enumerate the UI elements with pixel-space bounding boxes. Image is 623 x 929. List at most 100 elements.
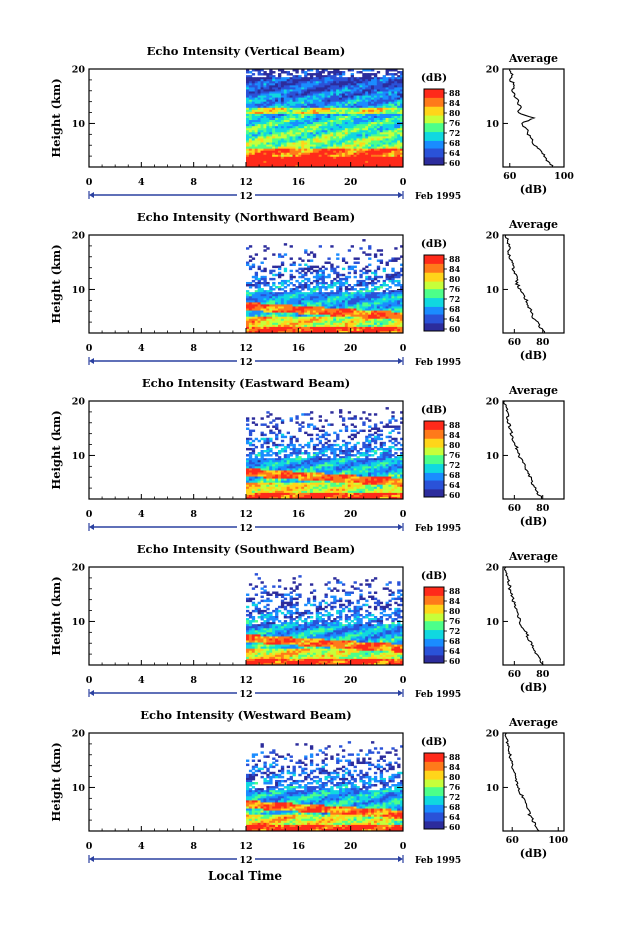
heat-cell: [312, 87, 317, 90]
heat-cell: [251, 99, 256, 103]
heat-cell: [246, 314, 250, 318]
heat-cell: [350, 89, 354, 92]
heat-cell: [289, 294, 293, 297]
heat-cell: [344, 122, 349, 125]
heat-cell: [272, 152, 276, 156]
heat-cell: [286, 142, 291, 145]
heat-cell: [356, 107, 360, 111]
heat-cell: [280, 318, 285, 322]
colorbar-swatch: [424, 113, 444, 115]
heat-cell: [365, 312, 369, 316]
heat-cell: [298, 275, 302, 279]
heat-cell: [309, 89, 314, 92]
avg-profile-line: [504, 234, 546, 334]
heat-cell: [347, 132, 352, 135]
heat-cell: [263, 308, 267, 311]
heat-cell: [365, 134, 369, 137]
heat-cell: [333, 284, 337, 287]
heat-cell: [307, 279, 311, 283]
heat-cell: [277, 288, 282, 291]
heat-cell: [292, 470, 296, 473]
heat-cell: [356, 118, 360, 121]
heat-cell: [376, 103, 381, 107]
heat-cell: [324, 107, 328, 111]
heat-cell: [324, 306, 328, 309]
heat-cell: [347, 150, 352, 154]
heat-cell: [324, 294, 328, 297]
heat-cell: [327, 273, 331, 277]
heat-cell: [350, 93, 354, 96]
heat-cell: [376, 89, 381, 92]
heat-cell: [347, 316, 352, 320]
heat-cell: [263, 300, 267, 303]
heat-cell: [391, 292, 395, 295]
heat-cell: [246, 103, 250, 107]
heat-cell: [315, 279, 320, 283]
colorbar-swatch: [424, 256, 444, 259]
heat-cell: [388, 292, 392, 295]
heat-cell: [330, 281, 334, 285]
heat-cell: [333, 300, 337, 303]
heat-cell: [298, 162, 302, 166]
heat-cell: [344, 290, 349, 293]
heat-cell: [248, 466, 253, 469]
heat-cell: [371, 306, 375, 309]
heat-cell: [277, 330, 282, 334]
heat-cell: [350, 75, 354, 78]
heat-cell: [272, 128, 276, 131]
heat-cell: [254, 308, 259, 311]
heat-cell: [379, 130, 384, 133]
heat-cell: [277, 304, 282, 307]
heat-cell: [283, 290, 288, 293]
heat-cell: [359, 87, 363, 90]
heat-cell: [269, 300, 273, 303]
heat-cell: [251, 134, 256, 137]
heat-cell: [333, 304, 337, 307]
heat-cell: [385, 132, 389, 135]
heat-cell: [385, 277, 389, 281]
heat-cell: [269, 439, 273, 443]
heat-cell: [263, 290, 267, 293]
heat-cell: [283, 99, 288, 103]
heat-cell: [286, 89, 291, 92]
heat-cell: [295, 484, 299, 488]
heat-cell: [280, 140, 285, 143]
heat-cell: [307, 89, 311, 92]
heat-cell: [292, 478, 296, 482]
heat-cell: [251, 140, 256, 143]
heat-cell: [280, 93, 285, 96]
heat-cell: [269, 466, 273, 469]
heat-cell: [246, 107, 250, 111]
heat-cell: [359, 120, 363, 123]
heat-cell: [266, 118, 270, 121]
heat-cell: [359, 77, 363, 80]
heat-cell: [379, 158, 384, 162]
heat-cell: [388, 77, 392, 80]
heat-cell: [350, 77, 354, 80]
heat-cell: [307, 109, 311, 113]
heat-cell: [344, 306, 349, 309]
heat-cell: [330, 279, 334, 283]
heat-cell: [257, 322, 261, 326]
heat-cell: [307, 456, 311, 459]
heat-cell: [254, 286, 259, 289]
heat-cell: [292, 275, 296, 279]
heat-cell: [260, 85, 264, 88]
heat-cell: [368, 263, 372, 267]
heat-cell: [269, 429, 273, 433]
heat-cell: [286, 132, 291, 135]
heat-cell: [371, 130, 375, 133]
heat-cell: [248, 312, 253, 316]
heat-cell: [371, 277, 375, 281]
heat-cell: [257, 454, 261, 457]
heat-cell: [336, 81, 340, 84]
heat-cell: [327, 103, 331, 107]
heat-cell: [254, 445, 259, 449]
heat-cell: [359, 162, 363, 166]
heat-cell: [353, 284, 357, 287]
heat-cell: [321, 91, 325, 94]
heat-cell: [333, 308, 337, 311]
heat-cell: [376, 306, 381, 309]
heat-cell: [283, 124, 288, 127]
heat-cell: [362, 320, 366, 324]
